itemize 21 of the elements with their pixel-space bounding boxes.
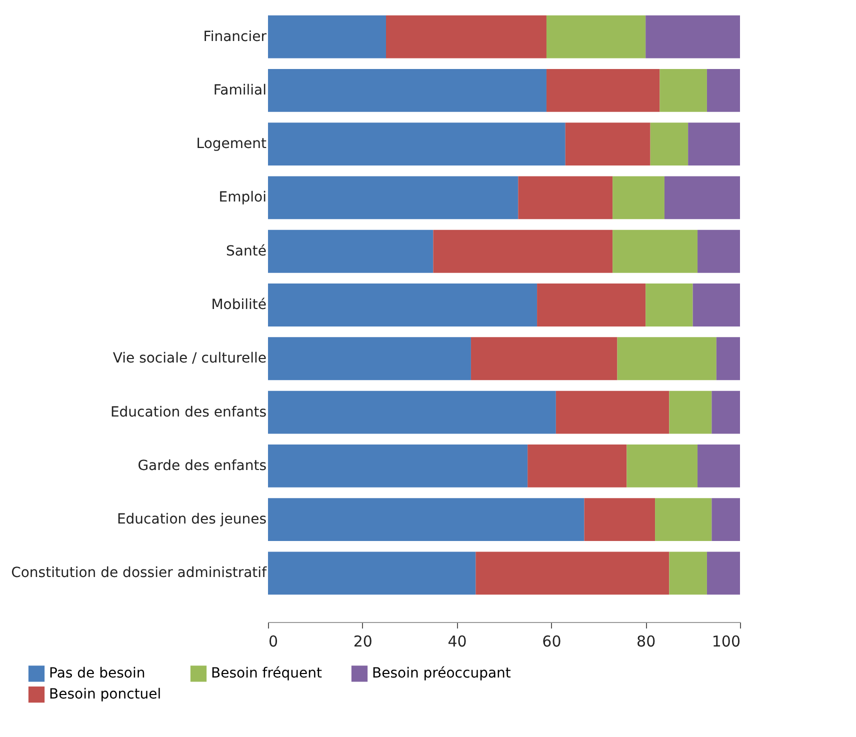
legend-label: Besoin préoccupant [372,666,512,682]
y-tick-label: Emploi [218,190,266,206]
x-tick-label: 40 [448,632,467,650]
legend-label: Besoin ponctuel [49,686,162,702]
y-tick-label: Constitution de dossier administratif [11,565,268,582]
y-tick-label: Logement [196,136,268,152]
y-tick-label: Mobilité [211,297,266,313]
x-tick-label: 20 [353,632,372,650]
x-tick-label: 80 [636,632,656,650]
y-tick-label: Financier [203,28,267,45]
y-tick-label: Garde des enfants [138,458,266,474]
x-tick-label: 60 [542,632,562,650]
legend-label: Besoin fréquent [211,666,323,682]
y-tick-label: Santé [226,243,266,260]
y-tick-label: Education des jeunes [116,512,266,528]
legend-label: Pas de besoin [49,666,146,682]
y-tick-label: Familial [213,82,266,98]
y-tick-label: Education des enfants [110,404,266,420]
x-tick-label: 100 [712,632,740,650]
x-tick-label: 0 [268,632,278,650]
y-tick-label: Vie sociale / culturelle [112,350,266,367]
